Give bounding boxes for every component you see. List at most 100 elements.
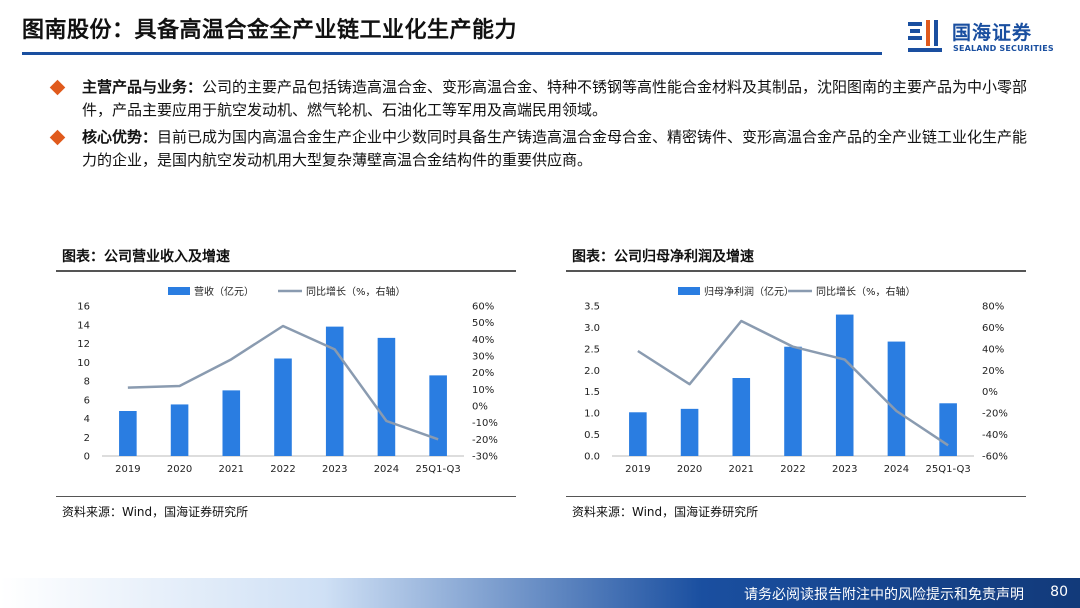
bullet-text: 目前已成为国内高温合金生产企业中少数同时具备生产铸造高温合金母合金、精密铸件、变… <box>82 128 1028 169</box>
bar <box>680 408 699 456</box>
x-tick-label: 2022 <box>270 464 295 475</box>
y-tick-label-right: -10% <box>472 418 498 429</box>
y-tick-label-right: 50% <box>472 318 494 329</box>
y-tick-label-right: 0% <box>982 387 998 398</box>
legend-label: 营收（亿元） <box>194 285 254 298</box>
footer-disclaimer: 请务必阅读报告附注中的风险提示和免责声明 <box>744 587 1024 603</box>
y-tick-label-right: 10% <box>472 385 494 396</box>
y-tick-label-right: -30% <box>472 452 498 463</box>
y-tick-label-left: 2.0 <box>584 366 600 377</box>
revenue-chart: 营收（亿元） 同比增长（%，右轴） 0 2 4 6 8 10 12 14 16 -30% -20% -10… <box>77 285 498 475</box>
net-profit-chart: 归母净利润（亿元） 同比增长（%，右轴） 0.0 0.5 1.0 1.5 2.0 2.5 3.0… <box>584 285 1008 475</box>
y-tick-label-left: 3.5 <box>584 302 600 313</box>
diamond-bullet-icon <box>49 129 66 146</box>
x-tick-label: 2023 <box>322 464 347 475</box>
bar <box>119 411 137 456</box>
net-profit-chart-panel: 图表：公司归母净利润及增速 归母净利润（亿元） 同比增长（%，右轴） 0.0 0.5 1… <box>566 240 1026 530</box>
y-tick-label-left: 2.5 <box>584 344 600 355</box>
y-tick-label-left: 2 <box>84 433 90 444</box>
bar <box>732 378 751 456</box>
y-tick-label-left: 1.0 <box>584 409 600 420</box>
bullet-lead: 核心优势： <box>82 128 158 146</box>
legend-bar-swatch <box>168 287 190 295</box>
title-divider <box>22 52 882 55</box>
page-number: 80 <box>1050 584 1068 600</box>
bar <box>325 326 344 456</box>
legend-bar-swatch <box>678 287 700 295</box>
y-tick-label-right: 20% <box>982 366 1004 377</box>
x-tick-label: 2021 <box>219 464 244 475</box>
bar <box>835 314 854 456</box>
bullet-list: 主营产品与业务：公司的主要产品包括铸造高温合金、变形高温合金、特种不锈钢等高性能… <box>49 76 1042 176</box>
y-tick-label-right: 30% <box>472 352 494 363</box>
y-tick-label-right: 0% <box>472 402 488 413</box>
logo-text-en: SEALAND SECURITIES <box>953 44 1054 53</box>
y-tick-label-right: 60% <box>472 302 494 313</box>
bar <box>629 412 647 456</box>
x-tick-label: 25Q1-Q3 <box>416 464 461 475</box>
y-tick-label-left: 12 <box>77 339 90 350</box>
y-tick-label-left: 10 <box>77 358 90 369</box>
y-tick-label-right: -20% <box>472 435 498 446</box>
logo-text-cn: 国海证券 <box>952 22 1033 44</box>
bullet-lead: 主营产品与业务： <box>82 78 203 96</box>
legend-label: 同比增长（%，右轴） <box>306 285 406 298</box>
bullet-item: 核心优势：目前已成为国内高温合金生产企业中少数同时具备生产铸造高温合金母合金、精… <box>49 126 1042 172</box>
y-tick-label-left: 6 <box>84 395 90 406</box>
legend-label: 归母净利润（亿元） <box>704 285 794 298</box>
bullet-text: 公司的主要产品包括铸造高温合金、变形高温合金、特种不锈钢等高性能合金材料及其制品… <box>82 78 1028 119</box>
diamond-bullet-icon <box>49 79 66 96</box>
legend-label: 同比增长（%，右轴） <box>816 285 916 298</box>
sealand-logo-icon <box>908 20 942 52</box>
y-tick-label-right: 20% <box>472 368 494 379</box>
y-tick-label-right: -60% <box>982 452 1008 463</box>
chart-source: 资料来源：Wind，国海证券研究所 <box>62 505 249 519</box>
x-tick-label: 2020 <box>677 464 702 475</box>
page-title: 图南股份：具备高温合金全产业链工业化生产能力 <box>22 18 518 43</box>
y-tick-label-left: 0.0 <box>584 452 600 463</box>
footer-bar: 请务必阅读报告附注中的风险提示和免责声明 80 <box>0 578 1080 608</box>
x-tick-label: 2022 <box>780 464 805 475</box>
y-tick-label-left: 8 <box>84 377 90 388</box>
panel-divider <box>56 270 516 272</box>
y-tick-label-right: 40% <box>472 335 494 346</box>
x-tick-label: 2019 <box>115 464 140 475</box>
y-tick-label-right: -40% <box>982 430 1008 441</box>
growth-line <box>637 319 949 447</box>
x-tick-label: 2021 <box>729 464 754 475</box>
chart-source: 资料来源：Wind，国海证券研究所 <box>572 505 759 519</box>
y-tick-label-left: 0 <box>84 452 90 463</box>
x-tick-label: 2023 <box>832 464 857 475</box>
growth-line <box>127 324 439 441</box>
y-tick-label-left: 3.0 <box>584 323 600 334</box>
chart-title: 图表：公司归母净利润及增速 <box>572 249 754 265</box>
company-logo: 国海证券 SEALAND SECURITIES <box>906 16 1066 60</box>
y-tick-label-right: 60% <box>982 323 1004 334</box>
bar <box>429 375 447 456</box>
bar <box>377 337 396 456</box>
x-tick-label: 25Q1-Q3 <box>926 464 971 475</box>
panel-divider <box>566 496 1026 497</box>
x-tick-label: 2020 <box>167 464 192 475</box>
y-tick-label-left: 4 <box>84 414 90 425</box>
bar <box>274 358 292 456</box>
x-tick-label: 2019 <box>625 464 650 475</box>
bar <box>887 341 906 456</box>
header: 图南股份：具备高温合金全产业链工业化生产能力 国海证券 SEALAND SECU… <box>0 0 1080 60</box>
panel-divider <box>56 496 516 497</box>
x-tick-label: 2024 <box>374 464 399 475</box>
bar <box>939 403 957 456</box>
bar <box>222 390 241 456</box>
y-tick-label-right: -20% <box>982 409 1008 420</box>
y-tick-label-right: 80% <box>982 302 1004 313</box>
bar <box>784 346 802 456</box>
x-tick-label: 2024 <box>884 464 909 475</box>
y-tick-label-left: 16 <box>77 302 90 313</box>
bar <box>170 404 189 456</box>
panel-divider <box>566 270 1026 272</box>
revenue-chart-panel: 图表：公司营业收入及增速 营收（亿元） 同比增长（%，右轴） 0 2 4 6 8 10 12 14… <box>56 240 516 530</box>
bullet-item: 主营产品与业务：公司的主要产品包括铸造高温合金、变形高温合金、特种不锈钢等高性能… <box>49 76 1042 122</box>
y-tick-label-left: 14 <box>77 320 90 331</box>
chart-title: 图表：公司营业收入及增速 <box>62 249 230 265</box>
y-tick-label-left: 1.5 <box>584 387 600 398</box>
